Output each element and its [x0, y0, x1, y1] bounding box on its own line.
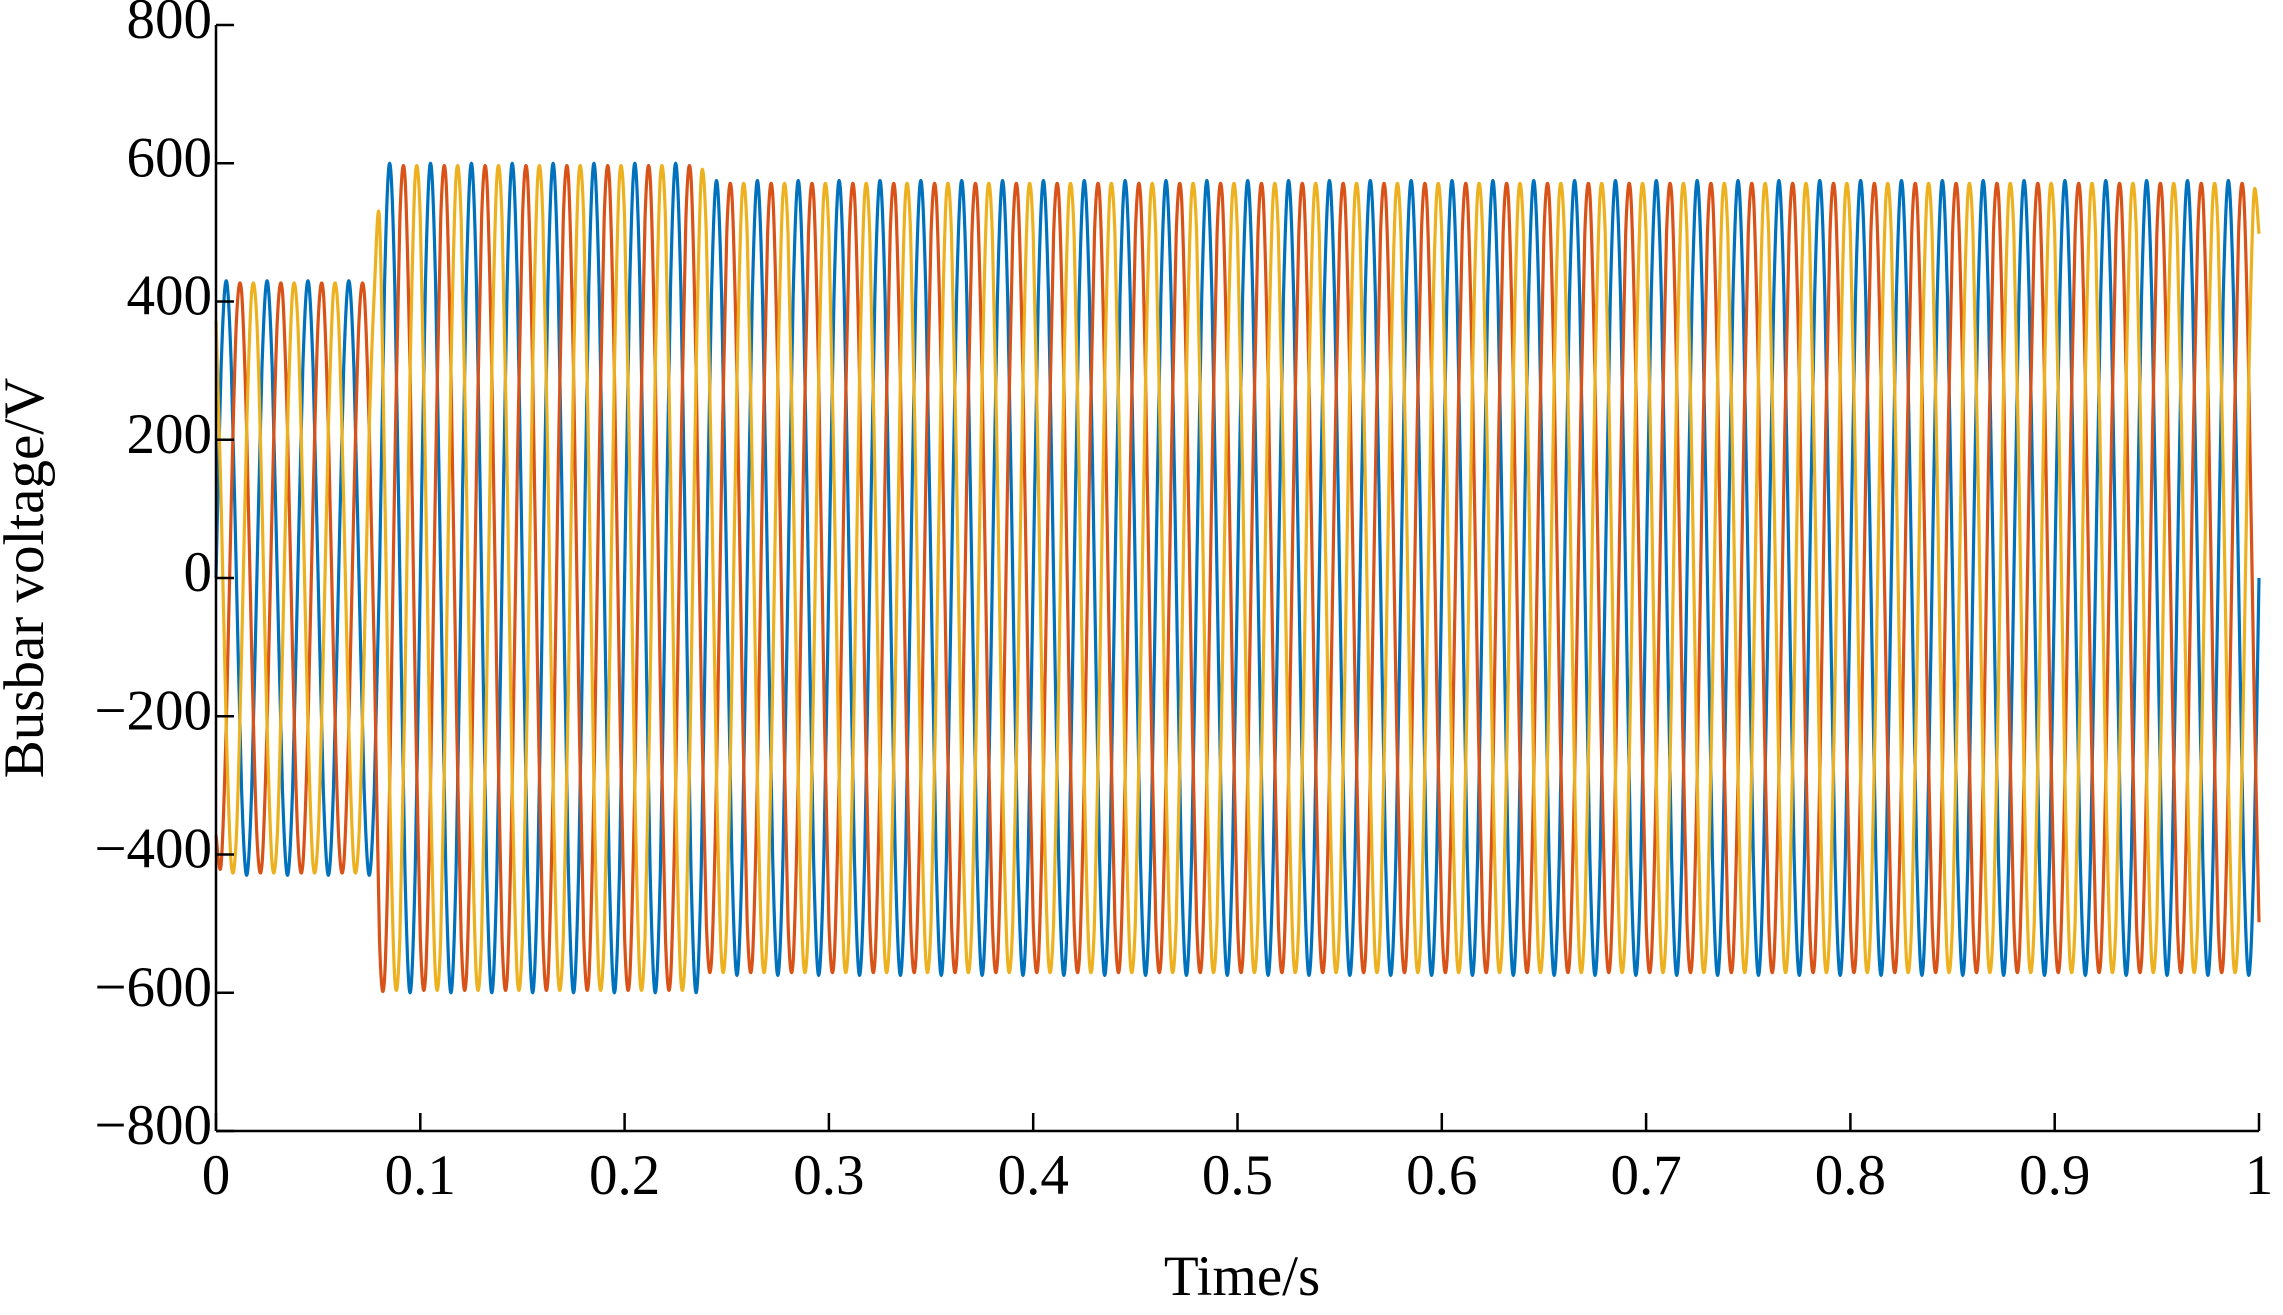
series-line: [214, 161, 2261, 995]
y-tick-label: 0: [184, 541, 213, 604]
x-tick-label: 0.1: [385, 1144, 456, 1207]
x-tick-label: 0.4: [998, 1144, 1069, 1207]
x-tick-label: 0.2: [589, 1144, 660, 1207]
y-tick-label: 400: [127, 265, 213, 328]
x-tick-label: 0.8: [1815, 1144, 1886, 1207]
x-tick-label: 0.6: [1406, 1144, 1477, 1207]
series-line: [214, 164, 2261, 992]
x-tick-label: 1: [2245, 1144, 2274, 1207]
x-axis-label: Time/s: [1164, 1245, 1320, 1308]
y-axis-label: Busbar voltage/V: [0, 378, 56, 779]
y-tick-label: −200: [94, 679, 212, 742]
x-tick-label: 0.5: [1202, 1144, 1273, 1207]
x-tick-label: 0.7: [1610, 1144, 1681, 1207]
x-tick-label: 0.9: [2019, 1144, 2090, 1207]
y-tick-label: 600: [127, 126, 213, 189]
x-tick-label: 0: [202, 1144, 231, 1207]
y-tick-label: 800: [127, 0, 213, 51]
x-tick-label: 0.3: [793, 1144, 864, 1207]
y-tick-label: 200: [127, 403, 213, 466]
y-tick-label: −600: [94, 956, 212, 1019]
y-tick-label: −800: [94, 1094, 212, 1157]
y-tick-label: −400: [94, 818, 212, 881]
